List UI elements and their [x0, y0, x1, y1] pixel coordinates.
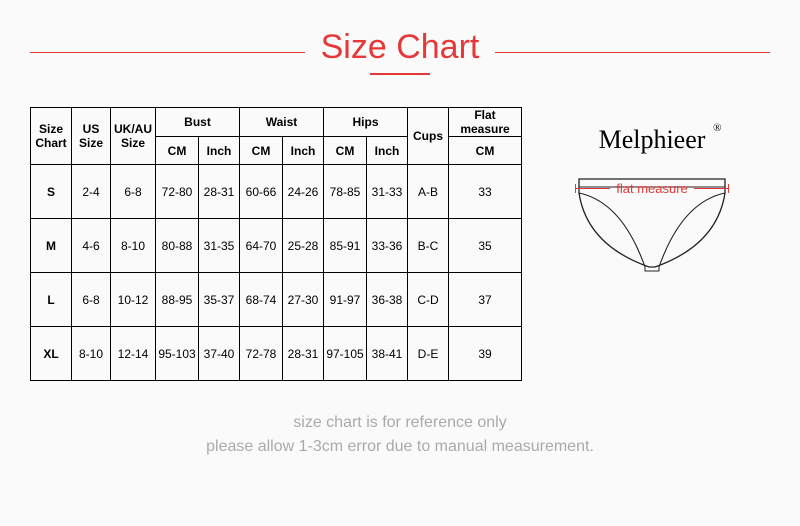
header-bust-cm: CM — [156, 137, 199, 165]
bar-left — [576, 188, 610, 189]
cell-us: 6-8 — [72, 273, 111, 327]
header-hips-cm: CM — [324, 137, 367, 165]
header-bust: Bust — [156, 108, 240, 137]
cell-bust-in: 31-35 — [199, 219, 240, 273]
cell-waist-cm: 68-74 — [240, 273, 283, 327]
cell-flat: 39 — [449, 327, 522, 381]
brand-text: Melphieer — [599, 125, 706, 154]
size-table: Size Chart US Size UK/AU Size Bust Waist… — [30, 107, 522, 381]
cell-bust-cm: 88-95 — [156, 273, 199, 327]
registered-icon: ® — [713, 122, 721, 134]
cell-bust-cm: 80-88 — [156, 219, 199, 273]
cell-size: S — [31, 165, 72, 219]
bar-right — [694, 188, 728, 189]
cell-waist-in: 27-30 — [283, 273, 324, 327]
header-waist: Waist — [240, 108, 324, 137]
cell-hips-in: 38-41 — [367, 327, 408, 381]
header-waist-cm: CM — [240, 137, 283, 165]
cell-bust-in: 28-31 — [199, 165, 240, 219]
cell-size: L — [31, 273, 72, 327]
cell-hips-cm: 85-91 — [324, 219, 367, 273]
cell-hips-cm: 78-85 — [324, 165, 367, 219]
header-flat-measure: Flat measure — [449, 108, 522, 137]
footer-line-1: size chart is for reference only — [0, 411, 800, 435]
cell-bust-cm: 95-103 — [156, 327, 199, 381]
header-flat-cm: CM — [449, 137, 522, 165]
brand-side: Melphieer ® flat measure — [522, 107, 782, 381]
size-table-wrap: Size Chart US Size UK/AU Size Bust Waist… — [30, 107, 522, 381]
panty-diagram: flat measure — [567, 167, 737, 282]
tick-right — [728, 184, 729, 193]
header-uk-au-size: UK/AU Size — [111, 108, 156, 165]
cell-us: 4-6 — [72, 219, 111, 273]
flat-measure-label: flat measure — [610, 181, 694, 196]
cell-waist-cm: 64-70 — [240, 219, 283, 273]
header-row-1: Size Chart US Size UK/AU Size Bust Waist… — [31, 108, 522, 137]
cell-us: 2-4 — [72, 165, 111, 219]
cell-waist-in: 24-26 — [283, 165, 324, 219]
cell-bust-in: 35-37 — [199, 273, 240, 327]
cell-hips-cm: 97-105 — [324, 327, 367, 381]
table-row: XL 8-10 12-14 95-103 37-40 72-78 28-31 9… — [31, 327, 522, 381]
cell-cups: A-B — [408, 165, 449, 219]
cell-flat: 33 — [449, 165, 522, 219]
page-title: Size Chart — [305, 28, 496, 67]
cell-bust-in: 37-40 — [199, 327, 240, 381]
cell-size: M — [31, 219, 72, 273]
cell-flat: 37 — [449, 273, 522, 327]
cell-uk: 12-14 — [111, 327, 156, 381]
table-row: L 6-8 10-12 88-95 35-37 68-74 27-30 91-9… — [31, 273, 522, 327]
header-hips-inch: Inch — [367, 137, 408, 165]
cell-waist-cm: 72-78 — [240, 327, 283, 381]
header-bust-inch: Inch — [199, 137, 240, 165]
title-container: Size Chart — [0, 0, 800, 75]
cell-flat: 35 — [449, 219, 522, 273]
table-row: S 2-4 6-8 72-80 28-31 60-66 24-26 78-85 … — [31, 165, 522, 219]
header-waist-inch: Inch — [283, 137, 324, 165]
cell-waist-in: 25-28 — [283, 219, 324, 273]
footer: size chart is for reference only please … — [0, 381, 800, 459]
cell-hips-in: 36-38 — [367, 273, 408, 327]
cell-waist-in: 28-31 — [283, 327, 324, 381]
header-us-size: US Size — [72, 108, 111, 165]
header-cups: Cups — [408, 108, 449, 165]
title-underline — [370, 73, 430, 75]
content-row: Size Chart US Size UK/AU Size Bust Waist… — [0, 75, 800, 381]
header-size-chart: Size Chart — [31, 108, 72, 165]
footer-line-2: please allow 1-3cm error due to manual m… — [0, 435, 800, 459]
cell-bust-cm: 72-80 — [156, 165, 199, 219]
cell-size: XL — [31, 327, 72, 381]
cell-hips-cm: 91-97 — [324, 273, 367, 327]
cell-hips-in: 33-36 — [367, 219, 408, 273]
header-hips: Hips — [324, 108, 408, 137]
cell-cups: C-D — [408, 273, 449, 327]
cell-uk: 6-8 — [111, 165, 156, 219]
cell-waist-cm: 60-66 — [240, 165, 283, 219]
cell-us: 8-10 — [72, 327, 111, 381]
table-row: M 4-6 8-10 80-88 31-35 64-70 25-28 85-91… — [31, 219, 522, 273]
cell-cups: D-E — [408, 327, 449, 381]
cell-uk: 10-12 — [111, 273, 156, 327]
cell-uk: 8-10 — [111, 219, 156, 273]
cell-hips-in: 31-33 — [367, 165, 408, 219]
flat-measure-indicator: flat measure — [575, 181, 729, 196]
brand-name: Melphieer ® — [599, 125, 706, 155]
cell-cups: B-C — [408, 219, 449, 273]
